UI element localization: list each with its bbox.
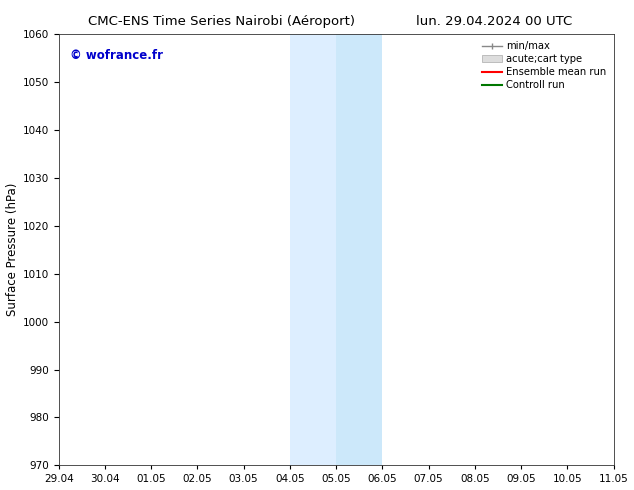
Text: CMC-ENS Time Series Nairobi (Aéroport): CMC-ENS Time Series Nairobi (Aéroport)	[88, 15, 356, 28]
Legend: min/max, acute;cart type, Ensemble mean run, Controll run: min/max, acute;cart type, Ensemble mean …	[478, 37, 611, 94]
Text: lun. 29.04.2024 00 UTC: lun. 29.04.2024 00 UTC	[417, 15, 573, 28]
Bar	[290, 34, 336, 465]
Text: © wofrance.fr: © wofrance.fr	[70, 49, 163, 62]
Bar	[614, 34, 616, 465]
Y-axis label: Surface Pressure (hPa): Surface Pressure (hPa)	[6, 183, 18, 317]
Bar	[336, 34, 382, 465]
